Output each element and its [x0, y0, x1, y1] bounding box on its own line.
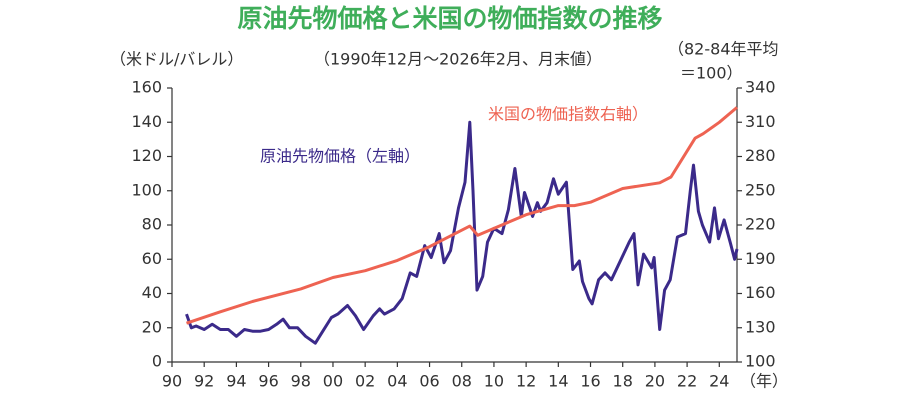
y2-axis-label: ＝100） — [680, 64, 743, 83]
y2-tick-label: 190 — [745, 249, 776, 268]
y-tick-label: 20 — [142, 317, 162, 336]
x-tick-label: 98 — [291, 372, 311, 391]
y2-axis-label: （82-84年平均 — [668, 40, 779, 59]
x-tick-label: 94 — [226, 372, 246, 391]
x-tick-label: 92 — [194, 372, 214, 391]
y-tick-label: 100 — [131, 180, 162, 199]
series-label: 原油先物価格（左軸） — [260, 147, 420, 166]
x-tick-label: 04 — [387, 372, 407, 391]
y2-tick-label: 250 — [745, 180, 776, 199]
x-tick-label: 10 — [484, 372, 504, 391]
y2-tick-label: 340 — [745, 78, 776, 97]
y-tick-label: 40 — [142, 283, 162, 302]
x-tick-label: 00 — [323, 372, 343, 391]
y-tick-label: 120 — [131, 146, 162, 165]
data-line — [186, 106, 738, 325]
x-tick-label: 08 — [452, 372, 472, 391]
x-tick-label: 02 — [355, 372, 375, 391]
x-tick-label: 06 — [419, 372, 439, 391]
y-tick-label: 160 — [131, 78, 162, 97]
y-tick-label: 60 — [142, 249, 162, 268]
y-axis-label: （米ドル/バレル） — [110, 50, 243, 69]
chart-title: 原油先物価格と米国の物価指数の推移 — [237, 4, 662, 33]
x-tick-label: 24 — [709, 372, 729, 391]
y2-tick-label: 220 — [745, 215, 776, 234]
y-tick-label: 80 — [142, 215, 162, 234]
x-tick-label: 96 — [258, 372, 278, 391]
x-tick-label: 18 — [613, 372, 633, 391]
x-tick-label: 14 — [548, 372, 568, 391]
y2-tick-label: 310 — [745, 112, 776, 131]
y2-tick-label: 280 — [745, 146, 776, 165]
x-tick-label: 12 — [516, 372, 536, 391]
y-tick-label: 0 — [152, 352, 162, 371]
x-tick-label: 22 — [677, 372, 697, 391]
y-tick-label: 140 — [131, 112, 162, 131]
x-axis-label: （年） — [740, 372, 788, 391]
x-tick-label: 20 — [645, 372, 665, 391]
y2-tick-label: 130 — [745, 317, 776, 336]
series-label: 米国の物価指数右軸） — [488, 105, 648, 124]
x-tick-label: 90 — [162, 372, 182, 391]
x-tick-label: 16 — [580, 372, 600, 391]
chart-subtitle: （1990年12月～2026年2月、月末値） — [314, 50, 602, 69]
y2-tick-label: 160 — [745, 283, 776, 302]
y2-tick-label: 100 — [745, 352, 776, 371]
